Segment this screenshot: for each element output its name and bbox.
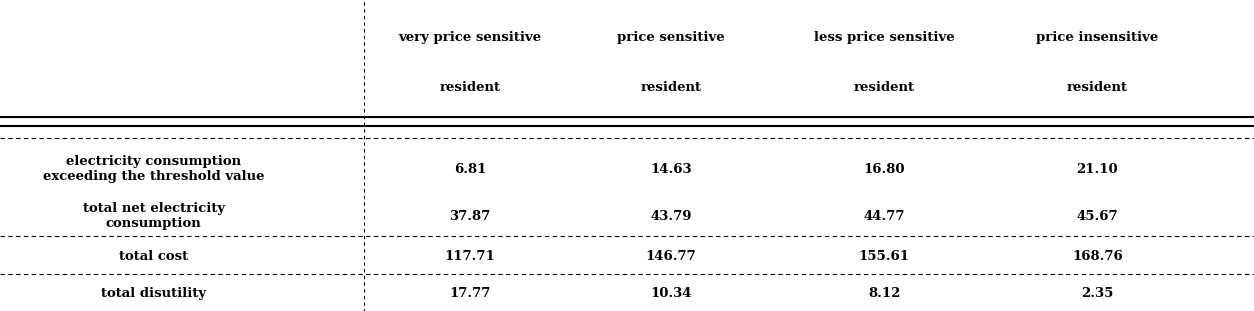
Text: 2.35: 2.35 bbox=[1081, 287, 1114, 300]
Text: 146.77: 146.77 bbox=[646, 250, 696, 263]
Text: price sensitive: price sensitive bbox=[617, 31, 725, 44]
Text: price insensitive: price insensitive bbox=[1036, 31, 1159, 44]
Text: 17.77: 17.77 bbox=[450, 287, 490, 300]
Text: less price sensitive: less price sensitive bbox=[814, 31, 954, 44]
Text: total net electricity
consumption: total net electricity consumption bbox=[83, 202, 224, 230]
Text: 14.63: 14.63 bbox=[650, 163, 692, 176]
Text: 45.67: 45.67 bbox=[1076, 210, 1119, 223]
Text: 44.77: 44.77 bbox=[863, 210, 905, 223]
Text: 10.34: 10.34 bbox=[650, 287, 692, 300]
Text: 43.79: 43.79 bbox=[650, 210, 692, 223]
Text: very price sensitive: very price sensitive bbox=[399, 31, 542, 44]
Text: resident: resident bbox=[854, 81, 914, 94]
Text: resident: resident bbox=[440, 81, 500, 94]
Text: electricity consumption
exceeding the threshold value: electricity consumption exceeding the th… bbox=[43, 156, 265, 183]
Text: 8.12: 8.12 bbox=[868, 287, 900, 300]
Text: 6.81: 6.81 bbox=[454, 163, 487, 176]
Text: total disutility: total disutility bbox=[102, 287, 206, 300]
Text: 117.71: 117.71 bbox=[445, 250, 495, 263]
Text: 155.61: 155.61 bbox=[859, 250, 909, 263]
Text: total cost: total cost bbox=[119, 250, 188, 263]
Text: 37.87: 37.87 bbox=[450, 210, 490, 223]
Text: 21.10: 21.10 bbox=[1076, 163, 1119, 176]
Text: resident: resident bbox=[1067, 81, 1127, 94]
Text: resident: resident bbox=[641, 81, 701, 94]
Text: 16.80: 16.80 bbox=[863, 163, 905, 176]
Text: 168.76: 168.76 bbox=[1072, 250, 1122, 263]
